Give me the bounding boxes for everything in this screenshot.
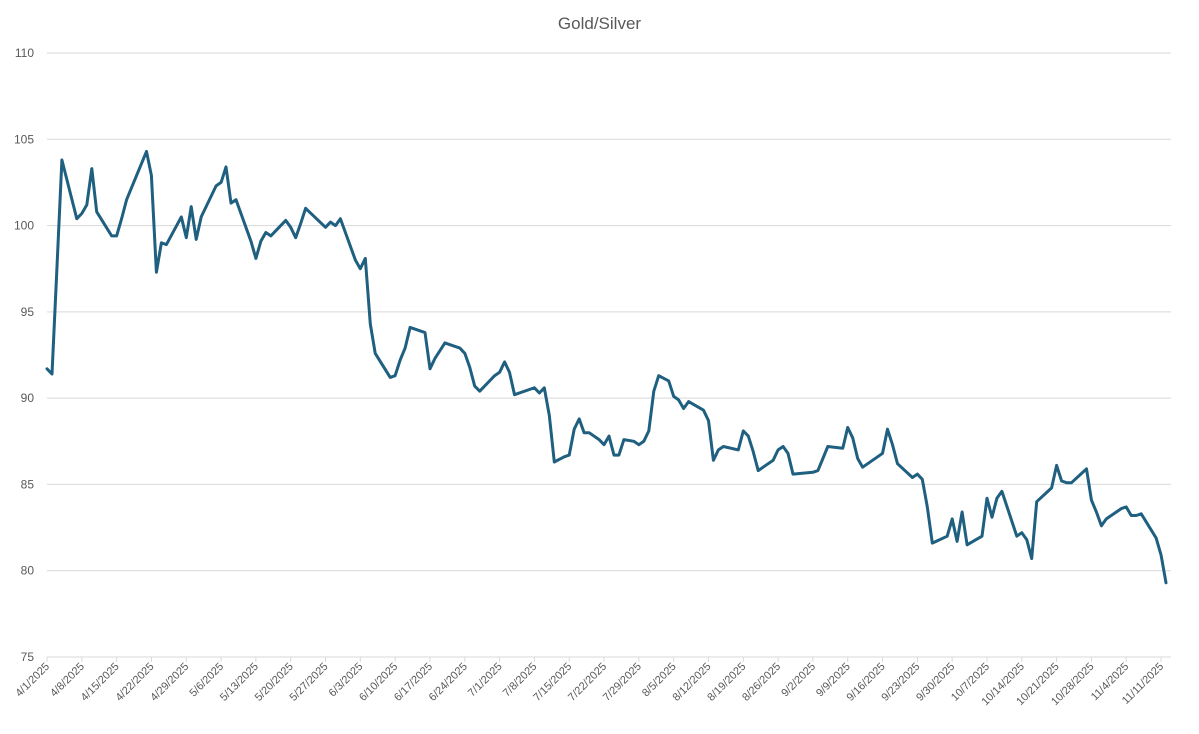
series-layer: [45, 149, 1168, 585]
chart-title: Gold/Silver: [558, 14, 641, 33]
y-tick-label: 110: [15, 46, 34, 60]
y-tick-label: 85: [21, 477, 35, 491]
series-line-0: [45, 149, 1168, 585]
y-tick-label: 100: [14, 219, 34, 233]
gridlines: [47, 52, 1171, 658]
y-tick-label: 105: [14, 132, 34, 146]
y-axis-tick-labels: 75 80 85 90 95 100 105 110: [14, 46, 34, 664]
y-tick-label: 75: [21, 650, 35, 664]
y-tick-label: 80: [21, 564, 35, 578]
y-tick-label: 90: [21, 391, 35, 405]
y-tick-label: 95: [21, 305, 35, 319]
